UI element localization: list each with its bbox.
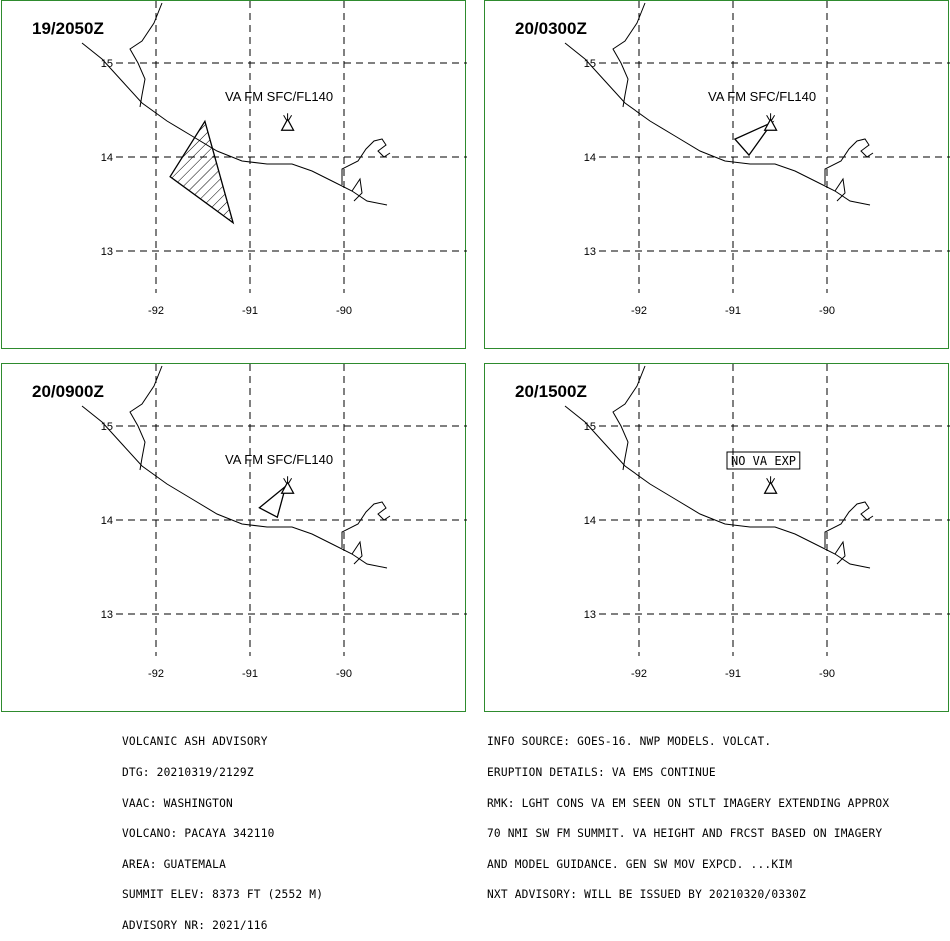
lon-tick-label: -92 <box>148 668 164 680</box>
advisory-remarks-block: INFO SOURCE: GOES-16. NWP MODELS. VOLCAT… <box>487 717 889 911</box>
map-panel-3: 15 14 13 -92 -91 -90 VA FM SFC/FL140 20/0900Z <box>1 363 467 712</box>
lat-tick-label: 13 <box>101 246 113 258</box>
border-line <box>341 138 391 185</box>
lat-tick-label: 13 <box>584 246 596 258</box>
volcano-icon <box>763 476 778 494</box>
lat-tick-label: 14 <box>584 152 596 164</box>
border-line <box>612 2 646 108</box>
lat-tick-label: 15 <box>101 421 113 433</box>
lat-tick-label: 14 <box>101 152 113 164</box>
ash-polygon <box>733 120 775 157</box>
lat-tick-label: 13 <box>584 609 596 621</box>
volcano-icon <box>763 113 778 131</box>
advisory-line: VOLCANIC ASH ADVISORY <box>122 735 268 749</box>
label-box <box>726 451 801 470</box>
border-line <box>824 501 874 548</box>
advisory-line: ERUPTION DETAILS: VA EMS CONTINUE <box>487 766 716 779</box>
lat-tick-label: 15 <box>101 58 113 70</box>
border-line <box>834 540 846 565</box>
border-line <box>834 177 846 202</box>
ash-polygon <box>258 484 287 519</box>
advisory-line: ADVISORY NR: 2021/116 <box>122 918 268 932</box>
border-line <box>129 2 163 108</box>
border-line <box>129 365 163 471</box>
advisory-line: VOLCANO: PACAYA 342110 <box>122 827 275 841</box>
lon-tick-label: -91 <box>725 305 741 317</box>
ash-polygon <box>169 119 235 225</box>
border-line <box>824 138 874 185</box>
advisory-line: NXT ADVISORY: WILL BE ISSUED BY 20210320… <box>487 888 807 902</box>
lon-tick-label: -92 <box>631 305 647 317</box>
advisory-header-block: VOLCANIC ASH ADVISORY DTG: 20210319/2129… <box>122 717 323 941</box>
lon-tick-label: -90 <box>819 668 835 680</box>
lon-tick-label: -90 <box>336 305 352 317</box>
map-svg-2: 15 14 13 -92 -91 -90 VA FM SFC/FL140 <box>564 1 950 317</box>
advisory-line: DTG: 20210319/2129Z <box>122 766 254 779</box>
panel-time: 20/0300Z <box>515 19 587 38</box>
volcano-icon <box>280 476 295 494</box>
lat-tick-label: 13 <box>101 609 113 621</box>
advisory-line: SUMMIT ELEV: 8373 FT (2552 M) <box>122 888 324 902</box>
advisory-line: 70 NMI SW FM SUMMIT. VA HEIGHT AND FRCST… <box>487 827 883 841</box>
map-panel-2: 15 14 13 -92 -91 -90 VA FM SFC/FL140 20/0300Z <box>484 0 950 349</box>
coastline <box>564 405 871 569</box>
advisory-line: AND MODEL GUIDANCE. GEN SW MOV EXPCD. ..… <box>487 857 793 871</box>
lon-tick-label: -91 <box>242 305 258 317</box>
advisory-line: INFO SOURCE: GOES-16. NWP MODELS. VOLCAT… <box>487 735 772 749</box>
lat-tick-label: 14 <box>584 515 596 527</box>
lat-tick-label: 15 <box>584 421 596 433</box>
border-line <box>351 540 363 565</box>
border-line <box>341 501 391 548</box>
map-svg-4: 15 14 13 -92 -91 -90 NO VA EXP <box>564 364 950 680</box>
map-svg-1: 15 14 13 -92 -91 -90 VA FM SFC/FL140 <box>81 1 467 317</box>
lon-tick-label: -91 <box>242 668 258 680</box>
map-svg-3: 15 14 13 -92 -91 -90 VA FM SFC/FL140 <box>81 364 467 680</box>
lat-tick-label: 15 <box>584 58 596 70</box>
border-line <box>351 177 363 202</box>
advisory-line: AREA: GUATEMALA <box>122 857 227 871</box>
lon-tick-label: -91 <box>725 668 741 680</box>
coastline <box>81 42 388 206</box>
map-panel-1: 15 14 13 -92 -91 -90 VA FM SFC/FL140 19/2050Z <box>1 0 467 349</box>
lon-tick-label: -90 <box>819 305 835 317</box>
map-panel-4: 15 14 13 -92 -91 -90 NO VA EXP 20/1500Z <box>484 363 950 712</box>
lon-tick-label: -90 <box>336 668 352 680</box>
ash-height-label: VA FM SFC/FL140 <box>708 89 816 104</box>
lat-tick-label: 14 <box>101 515 113 527</box>
no-ash-label: NO VA EXP <box>731 454 796 468</box>
volcano-icon <box>280 113 295 131</box>
panel-time: 20/1500Z <box>515 382 587 401</box>
coastline <box>81 405 388 569</box>
advisory-line: VAAC: WASHINGTON <box>122 796 233 810</box>
border-line <box>612 365 646 471</box>
lon-tick-label: -92 <box>148 305 164 317</box>
panel-time: 20/0900Z <box>32 382 104 401</box>
ash-height-label: VA FM SFC/FL140 <box>225 452 333 467</box>
ash-height-label: VA FM SFC/FL140 <box>225 89 333 104</box>
lon-tick-label: -92 <box>631 668 647 680</box>
advisory-line: RMK: LGHT CONS VA EM SEEN ON STLT IMAGER… <box>487 796 890 810</box>
panel-time: 19/2050Z <box>32 19 104 38</box>
coastline <box>564 42 871 206</box>
